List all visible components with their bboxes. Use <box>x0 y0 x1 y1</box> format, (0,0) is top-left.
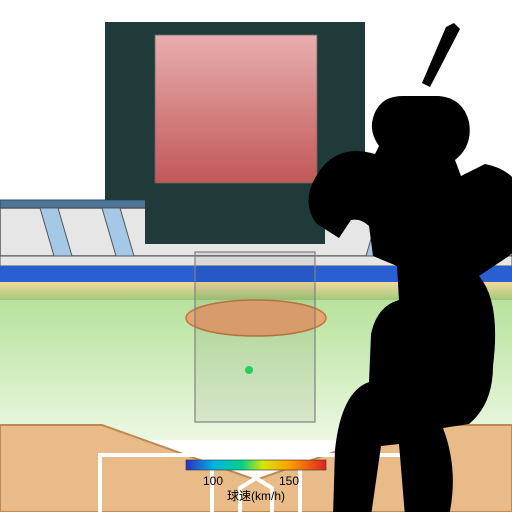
legend-title: 球速(km/h) <box>227 489 285 503</box>
strike-zone <box>195 252 315 422</box>
legend-colorbar <box>186 460 326 470</box>
pitch-marker[interactable] <box>245 366 253 374</box>
scoreboard-screen <box>155 35 317 183</box>
scoreboard-base <box>145 200 325 244</box>
legend-tick: 100 <box>203 474 223 488</box>
legend-tick: 150 <box>279 474 299 488</box>
